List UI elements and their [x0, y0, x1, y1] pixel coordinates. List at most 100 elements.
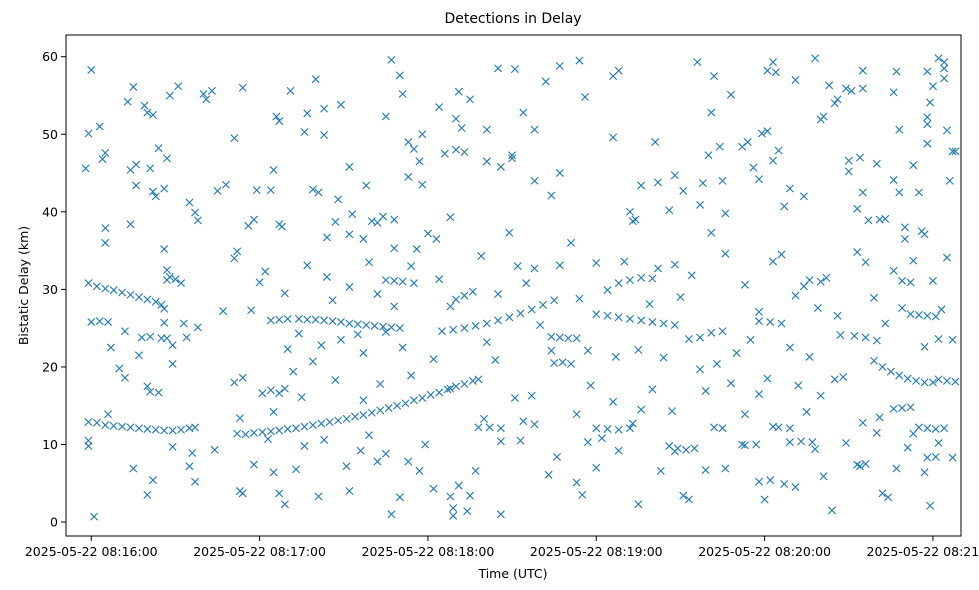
data-point	[637, 181, 646, 190]
data-point	[407, 371, 416, 380]
data-point	[258, 389, 267, 398]
data-point	[160, 318, 169, 327]
data-point	[951, 377, 960, 386]
data-point	[555, 333, 564, 342]
data-point	[651, 138, 660, 147]
data-point	[715, 142, 724, 151]
data-point	[249, 215, 258, 224]
data-point	[892, 67, 901, 76]
data-point	[163, 154, 171, 163]
data-point	[597, 434, 606, 443]
data-point	[508, 154, 517, 163]
data-point	[120, 373, 129, 382]
data-point	[555, 62, 564, 71]
data-point	[704, 151, 713, 160]
data-point	[182, 333, 191, 342]
data-point	[769, 422, 778, 431]
data-point	[283, 424, 292, 433]
data-point	[311, 315, 320, 324]
data-point	[269, 407, 278, 416]
data-point	[132, 181, 141, 190]
data-point	[743, 138, 752, 147]
data-point	[101, 421, 110, 430]
data-point	[550, 296, 559, 305]
data-point	[496, 162, 505, 171]
data-point	[451, 295, 460, 304]
data-point	[451, 114, 460, 123]
data-point	[168, 359, 177, 368]
data-point	[418, 130, 427, 139]
data-point	[95, 317, 104, 326]
data-point	[895, 371, 904, 380]
data-point	[395, 324, 404, 333]
data-point	[797, 437, 806, 446]
data-point	[146, 332, 155, 341]
data-point	[572, 334, 581, 343]
data-point	[614, 446, 623, 455]
data-point	[833, 311, 842, 320]
data-point	[780, 202, 789, 211]
data-point	[381, 449, 390, 458]
y-axis: 0 10 20 30 40 50 60	[42, 49, 66, 530]
data-point	[808, 438, 817, 447]
data-point	[864, 216, 873, 225]
data-point	[123, 97, 132, 106]
data-point	[437, 327, 446, 336]
data-point	[684, 495, 693, 504]
data-point	[300, 127, 309, 136]
data-point	[266, 386, 275, 395]
plot-area	[65, 34, 962, 537]
data-point	[494, 64, 503, 73]
data-point	[628, 419, 637, 428]
data-point	[480, 414, 489, 423]
data-point	[466, 95, 475, 104]
data-point	[682, 445, 691, 454]
data-point	[564, 334, 573, 343]
data-point	[634, 345, 643, 354]
data-point	[530, 264, 539, 273]
data-point	[157, 300, 166, 309]
data-point	[516, 309, 525, 318]
data-point	[387, 510, 396, 519]
data-point	[519, 108, 528, 117]
data-point	[336, 335, 345, 344]
data-point	[376, 380, 385, 388]
data-point	[289, 367, 298, 376]
data-point	[833, 95, 842, 104]
data-point	[404, 172, 413, 181]
data-point	[844, 156, 853, 165]
data-point	[474, 375, 483, 384]
data-point	[679, 186, 688, 195]
data-point	[137, 333, 146, 342]
data-point	[948, 453, 957, 462]
data-point	[345, 230, 354, 239]
data-point	[861, 333, 870, 342]
data-point	[550, 359, 559, 368]
data-point	[496, 437, 505, 446]
data-point	[154, 388, 163, 397]
data-point	[920, 230, 929, 239]
data-point	[334, 195, 343, 204]
data-point	[348, 210, 357, 219]
data-point	[903, 443, 912, 452]
data-point	[314, 188, 323, 197]
data-point	[940, 74, 949, 83]
data-point	[670, 447, 679, 456]
data-point	[359, 348, 368, 357]
data-point	[440, 149, 449, 158]
data-point	[763, 66, 772, 75]
data-point	[799, 282, 808, 291]
data-point	[819, 112, 828, 121]
data-point	[275, 389, 284, 398]
x-axis-label: Time (UTC)	[477, 566, 547, 581]
data-point	[870, 356, 879, 365]
data-point	[844, 167, 853, 176]
data-point	[84, 279, 93, 288]
data-point	[143, 295, 152, 304]
data-point	[266, 427, 275, 436]
data-point	[314, 492, 323, 501]
data-point	[881, 319, 890, 328]
data-point	[920, 378, 929, 387]
data-point	[766, 476, 775, 485]
data-point	[592, 424, 601, 433]
